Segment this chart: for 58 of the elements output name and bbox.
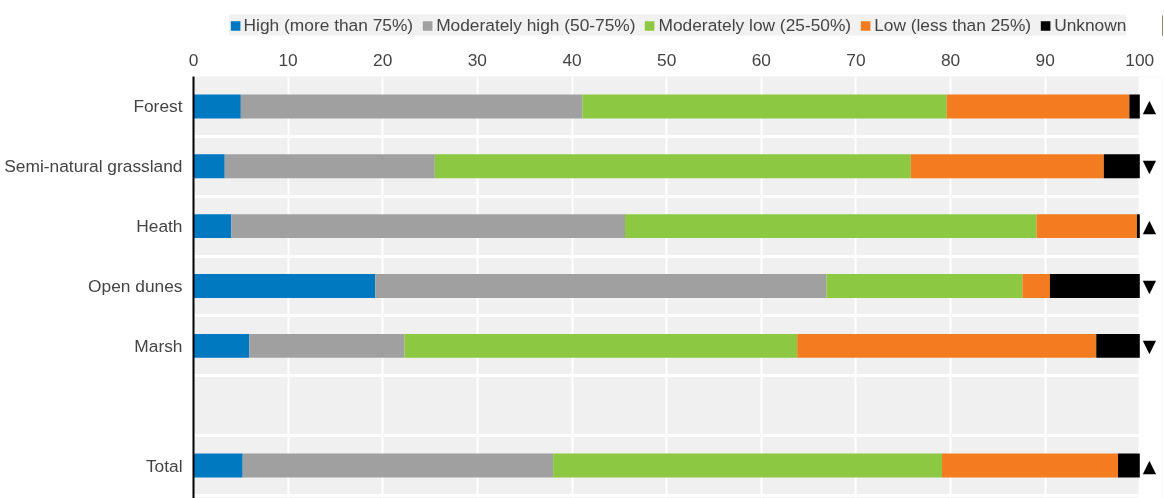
bar xyxy=(231,214,626,239)
bar xyxy=(1022,274,1050,298)
bar xyxy=(910,154,1104,179)
x-tick-label: 60 xyxy=(751,49,771,70)
bar xyxy=(375,274,827,298)
bar xyxy=(582,94,947,119)
bar xyxy=(826,274,1023,298)
bar xyxy=(553,453,943,478)
bar xyxy=(240,94,583,119)
bar xyxy=(1096,333,1140,358)
text: ▼ xyxy=(1142,156,1157,177)
x-tick-label: 100 xyxy=(1125,49,1155,70)
bar xyxy=(1129,94,1140,119)
bar xyxy=(434,154,911,179)
bar xyxy=(1049,274,1140,298)
x-tick-label: 30 xyxy=(467,49,488,70)
bar xyxy=(404,333,798,358)
legend-label: Moderately high (50-75%) xyxy=(436,14,636,36)
bar xyxy=(224,154,435,179)
text: ▲ xyxy=(1142,96,1157,117)
text: ▼ xyxy=(1142,335,1157,356)
legend-label: Unknown xyxy=(1054,14,1127,36)
text: ▲ xyxy=(1142,455,1157,476)
y-tick-label: Forest xyxy=(133,96,183,117)
y-tick-label: Semi-natural grassland xyxy=(4,156,183,177)
bar xyxy=(797,333,1097,358)
x-tick-label: 10 xyxy=(278,49,298,70)
bar xyxy=(193,274,376,298)
bar xyxy=(946,94,1130,119)
bar xyxy=(193,453,243,478)
bar xyxy=(193,94,241,119)
bar xyxy=(242,453,554,478)
x-tick-label: 20 xyxy=(373,49,393,70)
legend-label: Low (less than 25%) xyxy=(874,14,1032,36)
bar xyxy=(1118,453,1140,478)
x-tick-label: 40 xyxy=(562,49,582,70)
bar xyxy=(1036,214,1137,239)
y-tick-label: Open dunes xyxy=(88,276,183,296)
x-tick-label: 80 xyxy=(940,49,961,70)
text: ▼ xyxy=(1142,276,1157,296)
legend-label: High (more than 75%) xyxy=(243,14,414,36)
legend-label: Moderately low (25-50%) xyxy=(658,14,852,36)
bar xyxy=(249,333,405,358)
bar xyxy=(625,214,1037,239)
bar xyxy=(1136,214,1140,239)
y-tick-label: Total xyxy=(145,455,183,476)
bar xyxy=(193,333,250,358)
y-tick-label: Heath xyxy=(136,216,183,237)
text: ▲ xyxy=(1142,216,1157,237)
x-tick-label: 50 xyxy=(657,49,677,70)
y-tick-label: Marsh xyxy=(134,335,183,356)
x-tick-label: 70 xyxy=(846,49,866,70)
bar xyxy=(1103,154,1140,179)
bar xyxy=(193,154,225,179)
x-tick-label: 0 xyxy=(188,49,199,70)
bar xyxy=(942,453,1119,478)
bar xyxy=(193,214,232,239)
x-tick-label: 90 xyxy=(1035,49,1055,70)
